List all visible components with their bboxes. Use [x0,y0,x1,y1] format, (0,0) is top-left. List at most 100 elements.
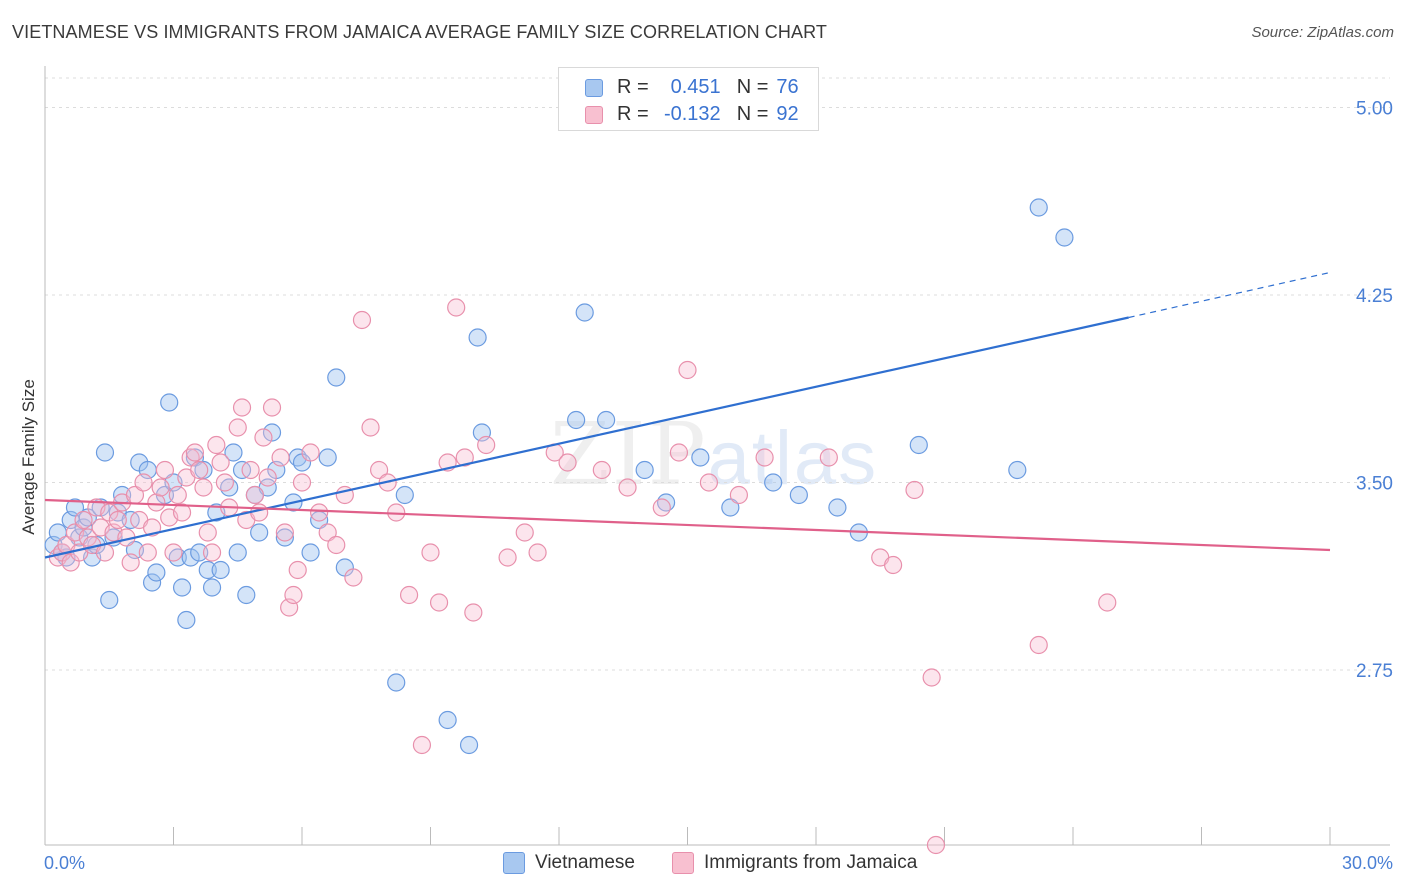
y-axis-label: Average Family Size [19,379,38,535]
watermark: ZIPatlas [550,405,878,505]
point-vietnamese [1055,228,1074,247]
point-vietnamese [327,368,346,387]
point-jamaica [755,448,774,467]
point-jamaica [344,568,363,587]
axes [44,66,1390,846]
legend-r-value: 0.451 [670,76,721,98]
point-jamaica [412,735,432,755]
point-jamaica [121,553,140,572]
point-vietnamese [198,560,217,580]
point-jamaica [194,478,213,497]
legend-r-label: R = [617,76,649,98]
point-vietnamese [65,498,85,517]
point-vietnamese [691,448,710,467]
point-vietnamese [1008,460,1027,480]
bottom-legend-label-vietnamese: Vietnamese [535,852,635,873]
point-vietnamese [789,485,808,505]
legend-n-label: N = [736,76,769,98]
point-vietnamese [318,448,337,467]
point-vietnamese [202,578,222,597]
point-jamaica [558,453,577,472]
watermark-zip: ZIP [550,405,708,505]
bottom-legend-swatch-vietnamese [503,852,525,874]
point-vietnamese [160,393,179,412]
y-tick-label: 4.25 [1356,286,1393,307]
trend-line-vietnamese-extension [1128,271,1331,319]
point-jamaica [292,473,312,492]
bottom-legend-swatch-jamaica [672,852,694,874]
point-jamaica [883,555,903,575]
legend-row-jamaica: R = -0.132 N = 92 [585,103,799,126]
point-vietnamese [211,560,230,580]
point-vietnamese [250,523,269,542]
point-vietnamese [275,528,294,547]
point-jamaica [190,460,209,480]
point-vietnamese [459,735,479,755]
point-vietnamese [387,673,406,692]
point-jamaica [926,835,946,855]
point-vietnamese [597,410,616,430]
point-jamaica [592,460,611,480]
point-vietnamese [100,590,119,610]
point-jamaica [370,460,389,480]
point-vietnamese [438,710,457,730]
point-vietnamese [172,578,192,597]
point-jamaica [284,585,303,605]
point-jamaica [108,510,127,530]
point-jamaica [318,523,337,542]
point-jamaica [429,593,449,612]
point-jamaica [1098,593,1117,612]
point-vietnamese [177,610,196,630]
point-jamaica [172,503,192,522]
point-jamaica [455,448,474,467]
point-jamaica [258,468,277,487]
point-vietnamese [468,328,487,347]
data-points [44,198,1117,855]
point-jamaica [528,543,547,562]
bottom-legend-label-jamaica: Immigrants from Jamaica [704,852,918,873]
point-jamaica [1029,635,1048,655]
point-jamaica [275,523,294,542]
y-tick-label: 5.00 [1356,99,1393,120]
point-jamaica [147,493,166,512]
point-jamaica [215,473,234,492]
bottom-legend-vietnamese: Vietnamese [503,852,635,874]
correlation-legend: R = 0.451 N = 76 R = -0.132 N = 92 [558,67,819,131]
point-jamaica [352,310,372,330]
point-vietnamese [301,543,320,562]
point-vietnamese [224,443,243,462]
point-vietnamese [142,573,162,592]
point-jamaica [164,543,183,562]
point-jamaica [327,535,346,555]
point-vietnamese [395,485,414,505]
point-jamaica [185,443,205,462]
point-vietnamese [828,498,847,517]
point-jamaica [228,418,247,437]
x-tick-label: 0.0% [44,853,85,873]
point-vietnamese [181,548,200,567]
point-vietnamese [95,443,115,462]
point-jamaica [138,543,157,562]
point-jamaica [168,485,187,505]
point-jamaica [207,435,226,455]
trend-lines [44,271,1331,559]
point-vietnamese [764,473,783,492]
point-vietnamese [721,498,740,517]
point-jamaica [819,448,838,467]
source-label: Source: ZipAtlas.com [1251,24,1394,41]
legend-n-value: 92 [776,103,799,125]
point-jamaica [254,428,273,447]
point-jamaica [310,503,329,522]
point-jamaica [134,473,153,492]
point-jamaica [652,498,671,517]
point-jamaica [922,668,941,687]
bottom-legend-jamaica: Immigrants from Jamaica [672,852,917,874]
x-tick-label: 30.0% [1342,853,1393,873]
chart-title: VIETNAMESE VS IMMIGRANTS FROM JAMAICA AV… [12,22,827,42]
point-jamaica [262,398,282,417]
point-jamaica [211,453,230,472]
point-jamaica [288,560,307,580]
legend-n-value: 76 [776,76,799,98]
y-tick-label: 2.75 [1356,661,1393,682]
